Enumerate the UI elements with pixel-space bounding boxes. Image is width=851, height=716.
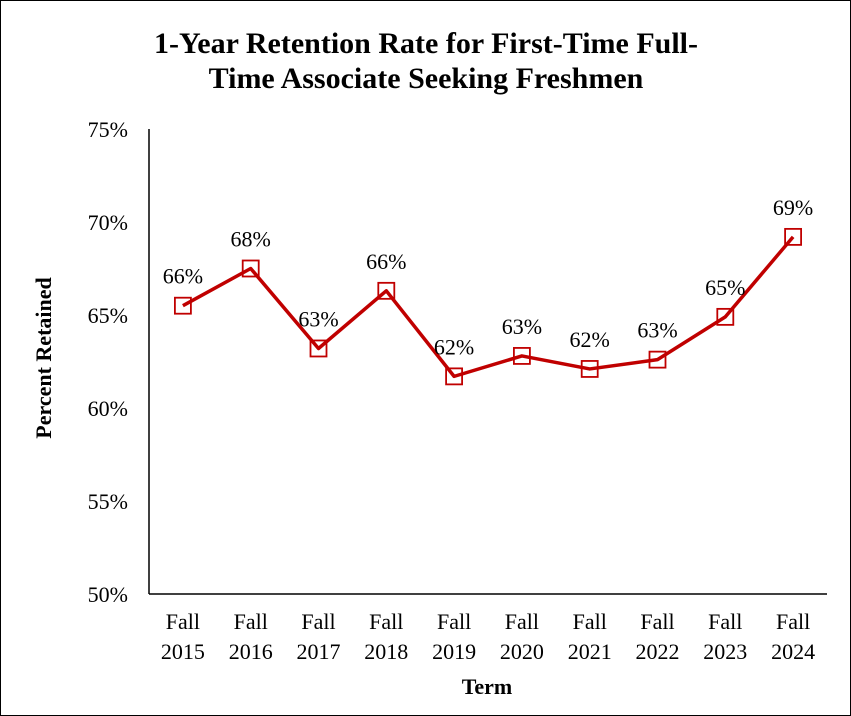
chart-title-line-1: 1-Year Retention Rate for First-Time Ful…: [154, 27, 698, 60]
series-line: [182, 235, 795, 379]
data-point-marker: [716, 307, 735, 326]
x-tick-label: 2020: [500, 639, 544, 664]
data-point-marker: [309, 339, 328, 358]
x-tick-label: Fall: [573, 609, 607, 634]
x-tick-label: Fall: [776, 609, 810, 634]
x-tick-label: Fall: [437, 609, 471, 634]
chart-title-line-2: Time Associate Seeking Freshmen: [209, 62, 644, 95]
x-tick-label: 2019: [432, 639, 476, 664]
y-tick-label: 50%: [88, 582, 128, 607]
y-axis-label: Percent Retained: [31, 277, 56, 439]
x-tick-label: 2016: [229, 639, 273, 664]
data-point-marker: [513, 347, 531, 365]
data-point-marker: [648, 350, 667, 369]
data-label: 69%: [773, 195, 813, 220]
x-tick-label: 2022: [636, 639, 680, 664]
x-tick-label: Fall: [369, 609, 403, 634]
data-label: 63%: [298, 306, 338, 331]
x-tick-label: 2015: [161, 639, 205, 664]
x-tick-label: Fall: [301, 609, 335, 634]
x-tick-label: 2021: [568, 639, 612, 664]
data-label: 63%: [637, 318, 677, 343]
y-tick-label: 55%: [88, 489, 128, 514]
data-point-marker: [445, 367, 464, 386]
x-tick-label: Fall: [505, 609, 539, 634]
data-label: 65%: [705, 275, 745, 300]
data-label: 62%: [570, 327, 610, 352]
x-tick-label: Fall: [234, 609, 268, 634]
data-label: 62%: [434, 334, 474, 359]
data-label: 68%: [231, 227, 271, 252]
x-tick-label: Fall: [640, 609, 674, 634]
x-tick-label: Fall: [166, 609, 200, 634]
x-axis-label: Term: [462, 674, 513, 699]
x-tick-label: Fall: [708, 609, 742, 634]
data-point-marker: [784, 227, 802, 246]
y-tick-label: 70%: [88, 210, 128, 235]
data-point-marker: [580, 360, 599, 378]
x-tick-label: 2017: [297, 639, 341, 664]
data-point-marker: [377, 281, 396, 300]
y-tick-label: 75%: [88, 117, 128, 142]
y-tick-label: 60%: [88, 396, 128, 421]
x-tick-label: 2023: [703, 639, 747, 664]
x-tick-label: 2018: [364, 639, 408, 664]
data-point-marker: [173, 296, 192, 315]
data-point-marker: [241, 259, 260, 278]
data-label: 66%: [163, 264, 203, 289]
y-tick-label: 65%: [88, 303, 128, 328]
data-label: 66%: [366, 249, 406, 274]
data-label: 63%: [502, 314, 542, 339]
x-tick-label: 2024: [771, 639, 815, 664]
